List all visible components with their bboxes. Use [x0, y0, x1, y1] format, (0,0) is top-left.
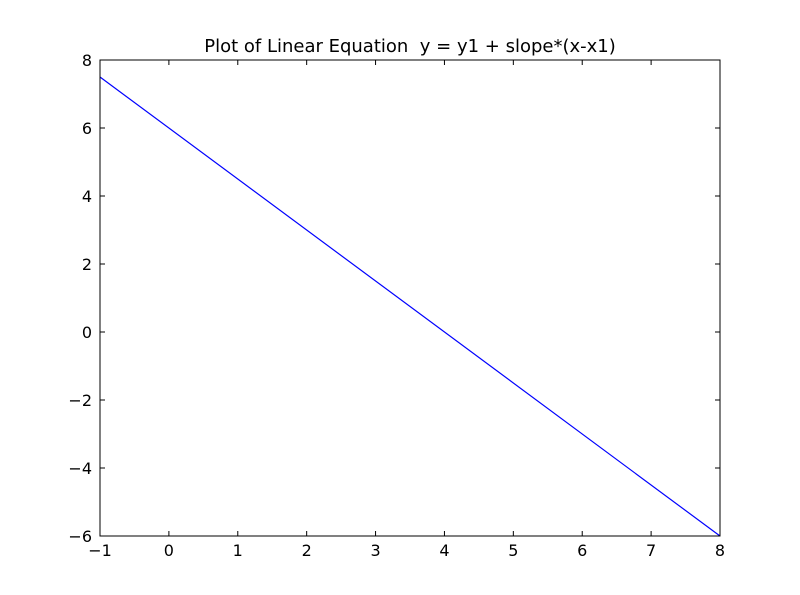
x-tick-label: 6 — [577, 541, 587, 560]
y-tick-label: −2 — [68, 391, 92, 410]
y-tick-label: 6 — [82, 119, 92, 138]
x-tick-label: 7 — [646, 541, 656, 560]
y-tick-label: −4 — [68, 459, 92, 478]
x-tick-label: 3 — [370, 541, 380, 560]
y-tick-label: 0 — [82, 323, 92, 342]
plot-layer — [99, 76, 721, 537]
chart-title: Plot of Linear Equation y = y1 + slope*(… — [204, 36, 616, 57]
plot-area-frame — [99, 59, 721, 537]
series-line-0 — [99, 76, 721, 537]
x-tick-label: 0 — [164, 541, 174, 560]
y-tick-label: 4 — [82, 187, 92, 206]
y-tick-label: 2 — [82, 255, 92, 274]
x-tick-label: −1 — [88, 541, 112, 560]
y-axis: 8 6 4 2 0 −2 −4 −6 — [68, 51, 720, 546]
x-tick-label: 2 — [302, 541, 312, 560]
y-tick-label: 8 — [82, 51, 92, 70]
x-tick-label: 5 — [508, 541, 518, 560]
y-tick-label: −6 — [68, 527, 92, 546]
x-tick-label: 1 — [233, 541, 243, 560]
x-tick-label: 4 — [439, 541, 449, 560]
x-tick-label: 8 — [715, 541, 725, 560]
x-axis: −1 0 1 2 3 4 5 6 7 8 — [88, 60, 725, 560]
